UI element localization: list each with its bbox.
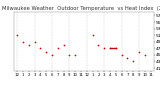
Point bbox=[68, 54, 71, 56]
Point bbox=[126, 58, 129, 59]
Point bbox=[91, 34, 94, 36]
Point bbox=[16, 34, 19, 36]
Point bbox=[115, 48, 117, 49]
Point bbox=[109, 48, 111, 49]
Point bbox=[28, 44, 30, 46]
Point bbox=[97, 44, 100, 46]
Point bbox=[144, 54, 146, 56]
Point bbox=[74, 54, 77, 56]
Point bbox=[33, 41, 36, 42]
Point bbox=[57, 48, 59, 49]
Point bbox=[120, 54, 123, 56]
Text: Milwaukee Weather  Outdoor Temperature  vs Heat Index  (24 Hours): Milwaukee Weather Outdoor Temperature vs… bbox=[2, 6, 160, 11]
Point bbox=[51, 54, 53, 56]
Point bbox=[39, 48, 42, 49]
Point bbox=[103, 48, 106, 49]
Point bbox=[138, 51, 140, 52]
Point bbox=[132, 61, 135, 62]
Point bbox=[45, 51, 48, 52]
Point bbox=[62, 44, 65, 46]
Point bbox=[22, 41, 24, 42]
